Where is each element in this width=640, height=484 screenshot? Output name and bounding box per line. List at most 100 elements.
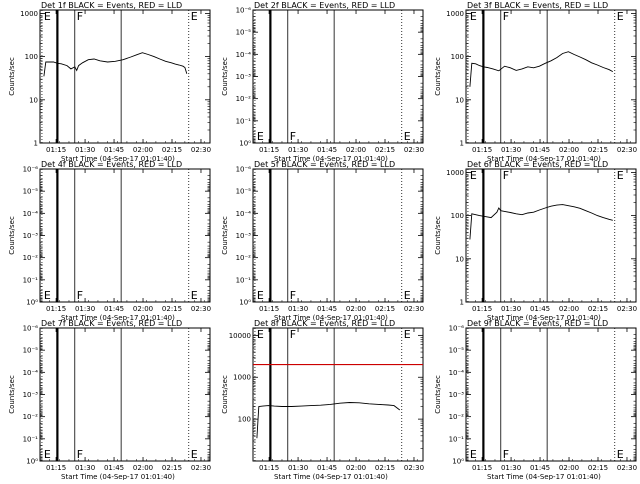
x-tick-label: 01:45 xyxy=(530,305,550,313)
y-tick-label: 10⁻³ xyxy=(236,232,252,240)
x-tick-label: 02:00 xyxy=(346,305,366,313)
chart-title: Det 5f BLACK = Events, RED = LLD xyxy=(254,160,395,169)
series-line xyxy=(469,204,613,240)
y-tick-label: 10⁻⁶ xyxy=(23,166,39,174)
chart-title: Det 3f BLACK = Events, RED = LLD xyxy=(467,1,608,10)
y-tick-label: 10⁻² xyxy=(23,254,39,262)
x-tick-label: 01:45 xyxy=(104,305,124,313)
y-axis-label: Counts/sec xyxy=(8,216,16,255)
y-axis-label: Counts/sec xyxy=(8,375,16,414)
plot-frame xyxy=(252,9,424,144)
y-tick-label: 10⁻⁵ xyxy=(236,188,252,196)
x-tick-label: 01:45 xyxy=(530,464,550,472)
x-tick-label: 01:15 xyxy=(472,146,492,154)
plot-frame xyxy=(39,9,211,144)
chart-panel-4: Det 4f BLACK = Events, RED = LLD 10⁰ 10⁻¹ 1… xyxy=(8,160,211,322)
y-tick-label: 10⁻¹ xyxy=(23,435,39,443)
y-axis-label: Counts/sec xyxy=(434,375,442,414)
y-tick-label: 10 xyxy=(29,96,38,104)
x-axis-label: Start Time (04-Sep-17 01:01:40) xyxy=(487,314,601,322)
chart-title: Det 9f BLACK = Events, RED = LLD xyxy=(467,319,608,328)
y-tick-label: 1000 xyxy=(233,374,251,382)
marker-label: E xyxy=(617,448,624,461)
marker-label: E xyxy=(257,130,264,143)
x-tick-label: 01:45 xyxy=(104,464,124,472)
y-tick-label: 10000 xyxy=(229,332,251,340)
marker-label: E xyxy=(44,289,51,302)
x-tick-label: 02:15 xyxy=(588,305,608,313)
y-tick-label: 1000 xyxy=(20,10,38,18)
x-tick-label: 01:15 xyxy=(46,464,66,472)
x-axis-label: Start Time (04-Sep-17 01:01:40) xyxy=(274,155,388,163)
x-tick-label: 01:15 xyxy=(259,305,279,313)
x-tick-label: 02:15 xyxy=(588,464,608,472)
y-tick-label: 10⁻⁴ xyxy=(236,210,252,218)
x-tick-label: 01:45 xyxy=(530,146,550,154)
x-tick-label: 01:45 xyxy=(317,305,337,313)
y-tick-label: 10⁻⁵ xyxy=(236,29,252,37)
y-tick-label: 10⁻¹ xyxy=(23,276,39,284)
x-tick-label: 01:30 xyxy=(75,305,95,313)
marker-label: E xyxy=(44,448,51,461)
x-tick-label: 02:15 xyxy=(375,464,395,472)
marker-label: E xyxy=(470,169,477,182)
chart-panel-6: Det 6f BLACK = Events, RED = LLD 1 10 100 10… xyxy=(434,160,637,322)
chart-panel-2: Det 2f BLACK = Events, RED = LLD 10⁰ 10⁻¹ 1… xyxy=(221,1,424,163)
y-axis-label: Counts/sec xyxy=(434,57,442,96)
x-tick-label: 01:15 xyxy=(46,146,66,154)
x-axis-label: Start Time (04-Sep-17 01:01:40) xyxy=(487,155,601,163)
x-tick-label: 02:15 xyxy=(375,146,395,154)
y-axis-label: Counts/sec xyxy=(221,375,229,414)
x-tick-label: 01:15 xyxy=(472,305,492,313)
marker-label: E xyxy=(257,289,264,302)
x-axis-label: Start Time (04-Sep-17 01:01:40) xyxy=(487,473,601,480)
marker-label: F xyxy=(77,448,83,461)
x-tick-label: 01:30 xyxy=(75,146,95,154)
y-tick-label: 1 xyxy=(460,140,464,148)
x-tick-label: 02:30 xyxy=(617,146,637,154)
x-tick-label: 02:00 xyxy=(133,305,153,313)
y-tick-label: 10⁰ xyxy=(452,458,464,466)
x-tick-label: 01:30 xyxy=(501,464,521,472)
y-tick-label: 10⁻⁴ xyxy=(449,369,465,377)
marker-label: F xyxy=(77,289,83,302)
x-tick-label: 02:30 xyxy=(617,464,637,472)
x-tick-label: 01:30 xyxy=(501,305,521,313)
x-tick-label: 01:15 xyxy=(259,464,279,472)
y-tick-label: 10⁰ xyxy=(239,299,251,307)
x-tick-label: 02:00 xyxy=(346,464,366,472)
y-axis-label: Counts/sec xyxy=(221,216,229,255)
x-axis-label: Start Time (04-Sep-17 01:01:40) xyxy=(61,473,175,480)
marker-label: F xyxy=(503,10,509,23)
plot-frame xyxy=(465,168,637,303)
y-tick-label: 10⁻⁶ xyxy=(236,7,252,15)
x-tick-label: 01:15 xyxy=(46,305,66,313)
x-tick-label: 01:15 xyxy=(472,464,492,472)
y-tick-label: 10⁻⁶ xyxy=(449,325,465,333)
y-tick-label: 10⁻² xyxy=(449,413,465,421)
x-tick-label: 01:15 xyxy=(259,146,279,154)
series-line xyxy=(256,402,401,439)
y-tick-label: 10⁻⁵ xyxy=(449,347,465,355)
x-tick-label: 02:15 xyxy=(375,305,395,313)
marker-label: E xyxy=(470,10,477,23)
marker-label: E xyxy=(404,289,411,302)
marker-label: F xyxy=(290,289,296,302)
plot-frame xyxy=(465,9,637,144)
x-axis-label: Start Time (04-Sep-17 01:01:40) xyxy=(61,155,175,163)
y-tick-label: 10⁻² xyxy=(236,95,252,103)
y-tick-label: 100 xyxy=(25,53,38,61)
chart-panel-5: Det 5f BLACK = Events, RED = LLD 10⁰ 10⁻¹ 1… xyxy=(221,160,424,322)
x-tick-label: 01:30 xyxy=(288,146,308,154)
x-tick-label: 01:45 xyxy=(317,464,337,472)
y-tick-label: 10⁻⁴ xyxy=(23,210,39,218)
y-tick-label: 10⁻¹ xyxy=(236,276,252,284)
marker-label: F xyxy=(290,328,296,341)
series-line xyxy=(469,51,614,87)
x-tick-label: 02:00 xyxy=(559,146,579,154)
plot-frame xyxy=(465,327,637,462)
y-tick-label: 1000 xyxy=(446,10,464,18)
x-tick-label: 02:30 xyxy=(404,464,424,472)
y-tick-label: 10⁻⁶ xyxy=(236,166,252,174)
x-tick-label: 02:15 xyxy=(588,146,608,154)
